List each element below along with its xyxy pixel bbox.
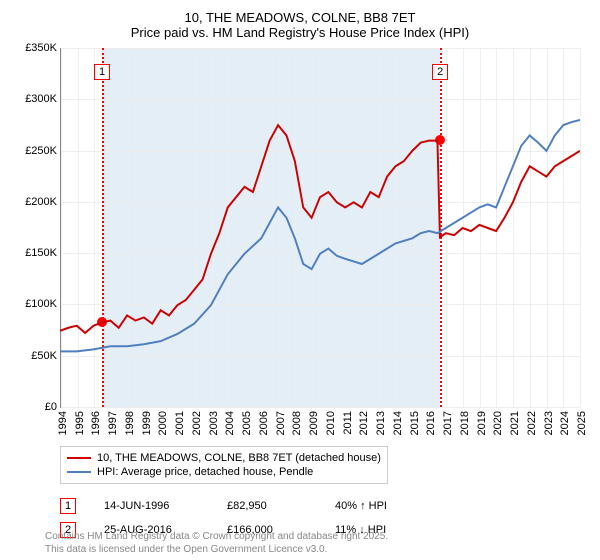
chart-title: 10, THE MEADOWS, COLNE, BB8 7ET xyxy=(15,10,585,25)
x-axis-label: 2002 xyxy=(191,411,203,435)
legend-label: HPI: Average price, detached house, Pend… xyxy=(97,466,313,478)
tx-delta: 40% ↑ HPI xyxy=(335,500,435,512)
y-axis-label: £350K xyxy=(25,42,61,54)
x-axis-label: 2013 xyxy=(375,411,387,435)
legend-item: HPI: Average price, detached house, Pend… xyxy=(67,465,381,479)
x-axis-label: 2003 xyxy=(208,411,220,435)
x-axis-label: 2014 xyxy=(392,411,404,435)
x-axis-label: 2018 xyxy=(459,411,471,435)
chart-subtitle: Price paid vs. HM Land Registry's House … xyxy=(15,25,585,40)
x-axis-label: 2019 xyxy=(476,411,488,435)
y-axis-label: £250K xyxy=(25,145,61,157)
y-axis-label: £50K xyxy=(31,350,61,362)
x-axis-label: 2016 xyxy=(425,411,437,435)
legend-swatch xyxy=(67,457,91,459)
x-axis-label: 2007 xyxy=(275,411,287,435)
x-axis-label: 2022 xyxy=(526,411,538,435)
legend-swatch xyxy=(67,471,91,473)
x-axis-label: 1999 xyxy=(141,411,153,435)
legend-item: 10, THE MEADOWS, COLNE, BB8 7ET (detache… xyxy=(67,451,381,465)
x-axis-label: 2024 xyxy=(559,411,571,435)
x-axis-label: 2021 xyxy=(509,411,521,435)
footer-line-1: Contains HM Land Registry data © Crown c… xyxy=(45,531,388,544)
series-hpi xyxy=(60,120,580,351)
legend: 10, THE MEADOWS, COLNE, BB8 7ET (detache… xyxy=(60,446,388,484)
x-axis-label: 2008 xyxy=(291,411,303,435)
transaction-row: 1 14-JUN-1996 £82,950 40% ↑ HPI xyxy=(60,494,585,518)
x-axis-label: 2011 xyxy=(342,411,354,435)
tx-date: 14-JUN-1996 xyxy=(104,500,199,512)
x-axis-label: 2020 xyxy=(492,411,504,435)
footer-line-2: This data is licensed under the Open Gov… xyxy=(45,544,388,557)
x-axis-label: 2017 xyxy=(442,411,454,435)
y-axis-label: £100K xyxy=(25,298,61,310)
plot-area: £0£50K£100K£150K£200K£250K£300K£350K1994… xyxy=(60,48,580,408)
x-axis-label: 2005 xyxy=(241,411,253,435)
y-axis-label: £300K xyxy=(25,93,61,105)
y-axis-label: £200K xyxy=(25,196,61,208)
x-axis-label: 2025 xyxy=(576,411,588,435)
x-axis-label: 2009 xyxy=(308,411,320,435)
footer-attribution: Contains HM Land Registry data © Crown c… xyxy=(45,531,388,556)
x-axis-label: 2006 xyxy=(258,411,270,435)
legend-label: 10, THE MEADOWS, COLNE, BB8 7ET (detache… xyxy=(97,452,381,464)
x-axis-label: 1995 xyxy=(74,411,86,435)
x-axis-label: 2015 xyxy=(409,411,421,435)
tx-marker-number: 1 xyxy=(60,498,76,514)
x-axis-label: 1996 xyxy=(90,411,102,435)
series-price-paid xyxy=(60,125,580,333)
x-axis-label: 1998 xyxy=(124,411,136,435)
y-axis-label: £150K xyxy=(25,247,61,259)
x-axis-label: 1997 xyxy=(107,411,119,435)
x-axis-label: 2004 xyxy=(224,411,236,435)
x-axis-label: 2001 xyxy=(174,411,186,435)
x-axis-label: 2010 xyxy=(325,411,337,435)
x-axis-label: 1994 xyxy=(57,411,69,435)
x-axis-label: 2012 xyxy=(358,411,370,435)
tx-price: £82,950 xyxy=(227,500,307,512)
x-axis-label: 2023 xyxy=(543,411,555,435)
chart-container: 10, THE MEADOWS, COLNE, BB8 7ET Price pa… xyxy=(0,0,600,560)
x-axis-label: 2000 xyxy=(157,411,169,435)
